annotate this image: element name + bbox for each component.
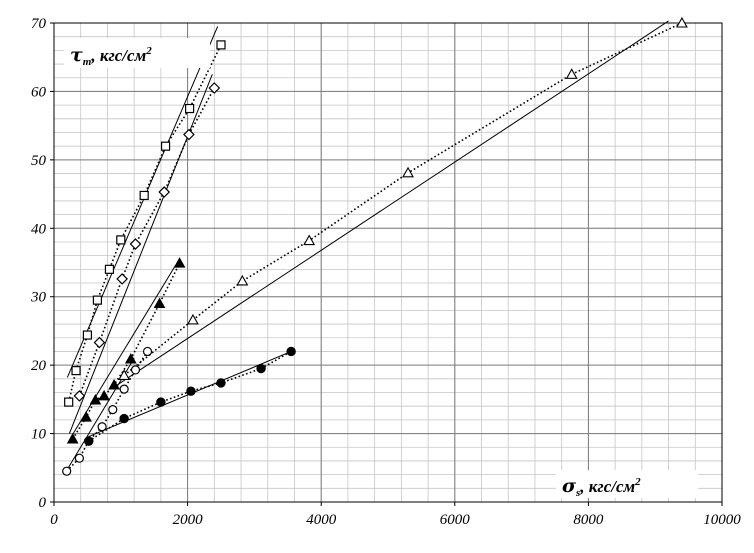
diamond-marker [116,273,128,285]
open-triangle-marker [402,166,414,178]
square-marker [139,190,149,201]
diamond-marker [129,238,142,250]
open-circle-marker [62,466,72,476]
y-tick-label: 20 [31,358,47,374]
x-tick-label: 2000 [173,512,204,528]
square-marker [104,264,115,274]
filled-triangle-marker [124,352,137,364]
open-circle-marker [74,453,84,463]
filled-triangle-marker [173,257,186,268]
y-axis-ticks: 0 10 20 30 40 50 60 70 [30,16,54,511]
plot-area-frame [53,22,723,503]
y-tick-label: 30 [30,290,47,306]
y-axis-label: τm, кгс/см2 [70,44,152,68]
square-marker [160,141,171,151]
data-markers [62,16,688,476]
x-tick-label: 8000 [573,512,604,528]
y-tick-label: 60 [31,84,47,100]
trend-line-filled-triangle [70,264,177,438]
open-triangle-marker [303,234,316,246]
diamond-marker [183,128,195,141]
x-tick-label: 10000 [703,512,741,528]
filled-circle-marker [216,378,226,388]
x-axis-ticks: 0 2000 4000 6000 8000 10000 [50,502,741,528]
square-marker [82,330,93,340]
diamond-marker [73,390,86,402]
filled-circle-marker [286,346,296,357]
y-tick-label: 40 [31,221,47,237]
filled-circle-marker [186,386,196,396]
square-marker [71,366,81,376]
x-tick-label: 6000 [440,512,471,528]
diamond-marker [208,82,221,94]
y-tick-label: 0 [39,495,47,511]
open-triangle-marker [565,68,578,79]
filled-triangle-marker [153,297,166,309]
open-circle-marker [97,422,107,432]
open-circle-marker [108,405,118,415]
open-triangle-marker [236,274,249,286]
trend-line-open-triangle [113,20,669,388]
open-triangle-marker [187,313,199,325]
filled-circle-marker [84,436,94,446]
trend-line-square [66,26,219,378]
y-tick-label: 50 [31,153,47,169]
filled-circle-marker [119,413,129,424]
filled-triangle-marker [80,411,92,422]
open-circle-marker [119,384,129,394]
x-axis-label: σs, кгс/см2 [562,475,641,499]
x-tick-label: 0 [50,512,58,528]
series-line-square [67,44,222,403]
open-circle-marker [130,365,141,375]
diamond-marker [158,186,171,198]
square-marker [92,295,103,305]
x-tick-label: 4000 [306,512,337,528]
filled-triangle-marker [89,394,102,405]
filled-circle-marker [156,397,166,407]
square-marker [185,103,195,114]
open-triangle-marker [118,369,131,380]
y-tick-label: 10 [31,427,47,443]
square-marker [216,40,226,50]
square-marker [64,397,74,407]
y-axis-label-background [64,38,210,68]
open-triangle-marker [675,16,688,28]
square-marker [116,235,126,245]
x-axis-label-background [556,470,698,498]
y-tick-label: 70 [31,16,47,32]
filled-triangle-marker [108,378,120,390]
filled-circle-marker [256,363,266,374]
filled-triangle-marker [98,389,110,401]
open-circle-marker [142,346,153,357]
filled-triangle-marker [66,433,79,444]
diamond-marker [93,336,106,349]
